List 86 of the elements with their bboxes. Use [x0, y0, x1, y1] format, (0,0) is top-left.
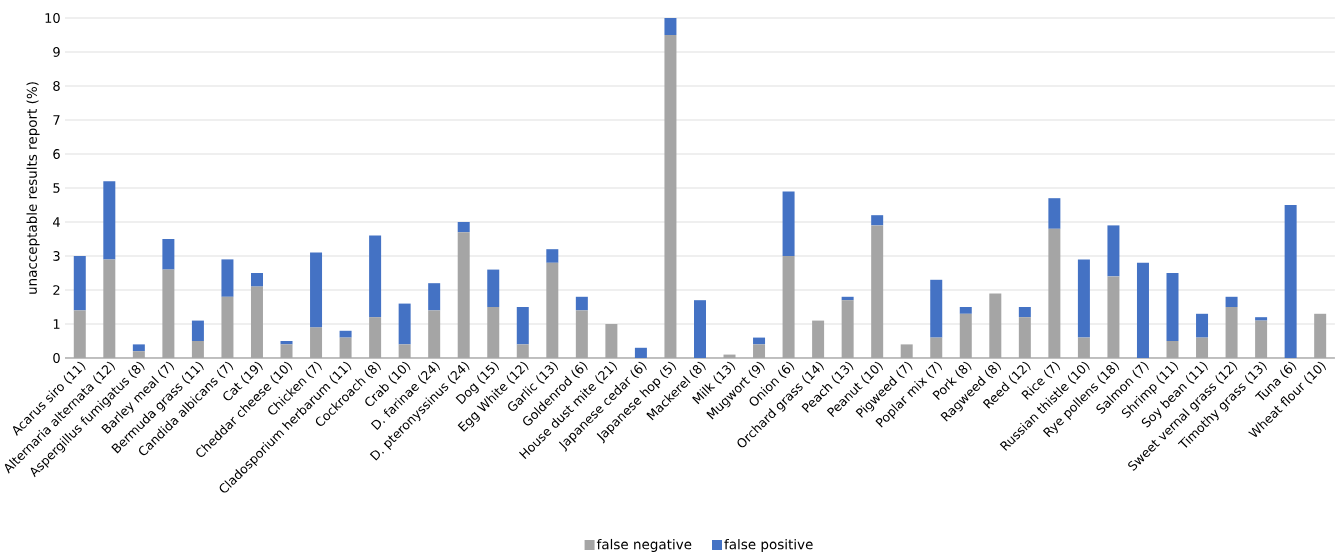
bar — [339, 330, 352, 338]
bar — [250, 286, 263, 358]
y-tick-label: 10 — [45, 13, 60, 23]
bar — [280, 344, 293, 358]
bar — [132, 351, 145, 358]
bar — [871, 225, 884, 358]
bar — [1255, 317, 1268, 321]
y-tick-label: 8 — [53, 81, 60, 91]
bar — [1107, 276, 1120, 358]
bar — [1048, 198, 1061, 229]
bar — [959, 306, 972, 314]
bar — [1284, 204, 1297, 358]
y-tick-label: 0 — [53, 353, 60, 363]
bar — [782, 255, 795, 358]
bar — [546, 262, 559, 358]
y-tick-label: 5 — [53, 183, 60, 193]
y-tick-label: 9 — [53, 47, 60, 57]
bar — [310, 252, 323, 328]
bar — [369, 317, 382, 358]
bar — [398, 344, 411, 358]
bar — [1196, 337, 1209, 358]
legend-label: false positive — [724, 538, 813, 552]
y-tick-label: 1 — [53, 319, 60, 329]
bar — [487, 306, 500, 358]
bar — [634, 347, 647, 358]
bar — [1018, 306, 1031, 318]
bar — [221, 259, 234, 297]
bar — [1077, 259, 1090, 338]
bar — [989, 293, 1002, 358]
bar — [1314, 313, 1327, 358]
bar — [782, 191, 795, 256]
bar — [1166, 272, 1179, 341]
bar — [516, 306, 529, 345]
legend-label: false negative — [596, 538, 692, 552]
bar — [103, 181, 116, 260]
bar — [250, 272, 263, 287]
bar — [339, 337, 352, 358]
bar — [457, 232, 470, 358]
bar — [428, 310, 441, 358]
bar — [73, 255, 86, 311]
bar — [900, 344, 913, 358]
y-tick-label: 4 — [53, 217, 60, 227]
bar — [693, 300, 706, 358]
bar — [871, 215, 884, 226]
bar — [546, 249, 559, 263]
bar — [841, 300, 854, 358]
bar — [398, 303, 411, 345]
bar — [664, 17, 677, 35]
bar — [1136, 262, 1149, 358]
bar — [575, 310, 588, 358]
bar — [1225, 306, 1238, 358]
bar — [73, 310, 86, 358]
bar — [1255, 320, 1268, 358]
bar — [605, 323, 618, 358]
bar — [191, 340, 204, 358]
y-tick-label: 7 — [53, 115, 60, 125]
bar — [664, 34, 677, 358]
y-tick-label: 6 — [53, 149, 60, 159]
bar — [132, 344, 145, 352]
bar — [753, 344, 766, 358]
bar — [1166, 340, 1179, 358]
bar — [162, 238, 175, 270]
bar — [1196, 313, 1209, 338]
y-axis-title: unacceptable results report (%) — [26, 82, 40, 294]
bar — [487, 269, 500, 307]
bar — [1225, 296, 1238, 307]
bar — [221, 296, 234, 358]
bar — [310, 327, 323, 358]
bar — [457, 221, 470, 233]
bar — [930, 279, 943, 338]
y-tick-label: 2 — [53, 285, 60, 295]
bar — [1107, 225, 1120, 277]
bar — [812, 320, 825, 358]
bar — [575, 296, 588, 311]
y-tick-label: 3 — [53, 251, 60, 261]
bar — [1077, 337, 1090, 358]
bar — [162, 269, 175, 358]
bar — [930, 337, 943, 358]
bar — [369, 235, 382, 318]
bar — [103, 259, 116, 358]
bar — [516, 344, 529, 358]
bar — [191, 320, 204, 341]
bar — [1018, 317, 1031, 358]
bar — [959, 313, 972, 358]
bar — [428, 283, 441, 311]
bar — [1048, 228, 1061, 358]
